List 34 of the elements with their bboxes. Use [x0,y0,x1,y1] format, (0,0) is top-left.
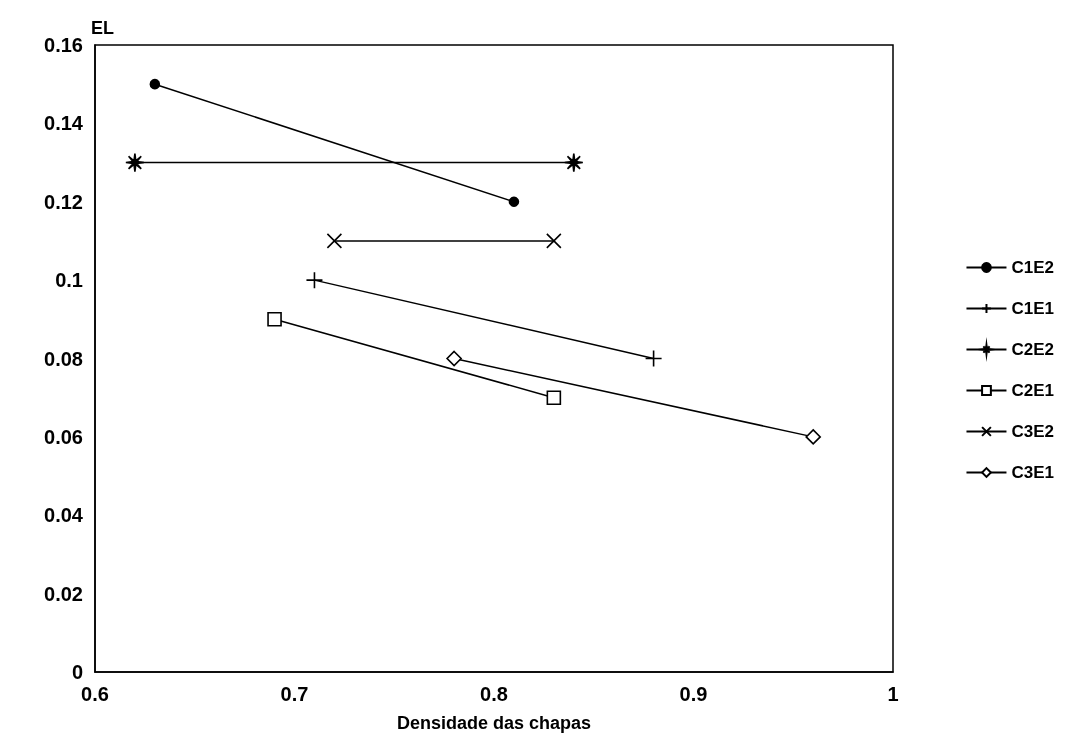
y-tick-label: 0.08 [44,347,83,370]
y-tick-label: 0.12 [44,190,83,213]
point [546,390,562,405]
point [305,271,324,289]
y-tick-label: 0.1 [55,269,83,292]
point [446,350,462,367]
x-tick-label: 1 [887,683,899,705]
x-tick-label: 0.9 [679,683,708,705]
y-tick-label: 0.16 [44,34,83,56]
legend-label: C3E2 [1011,422,1055,441]
point [508,196,520,208]
point [149,78,161,90]
y-axis-title: EL [91,18,115,38]
legend-label: C1E1 [1011,299,1055,318]
x-tick-label: 0.7 [280,683,309,705]
point [644,349,663,368]
y-tick-label: 0.14 [44,112,84,135]
y-tick-label: 0.04 [44,504,84,527]
y-tick-label: 0 [71,661,83,683]
y-tick-label: 0.06 [44,425,83,448]
legend-label: C1E2 [1011,258,1055,277]
point [546,233,562,249]
point [326,233,343,249]
legend-label: C2E1 [1011,381,1055,400]
y-tick-label: 0.02 [44,582,83,605]
point [564,152,584,173]
legend-label: C3E1 [1011,463,1055,482]
point [125,152,145,173]
x-axis-title: Densidade das chapas [396,713,592,733]
point [805,429,821,445]
x-tick-label: 0.6 [81,683,109,705]
point [267,312,282,327]
legend-label: C2E2 [1011,340,1055,359]
x-tick-label: 0.8 [480,683,508,705]
